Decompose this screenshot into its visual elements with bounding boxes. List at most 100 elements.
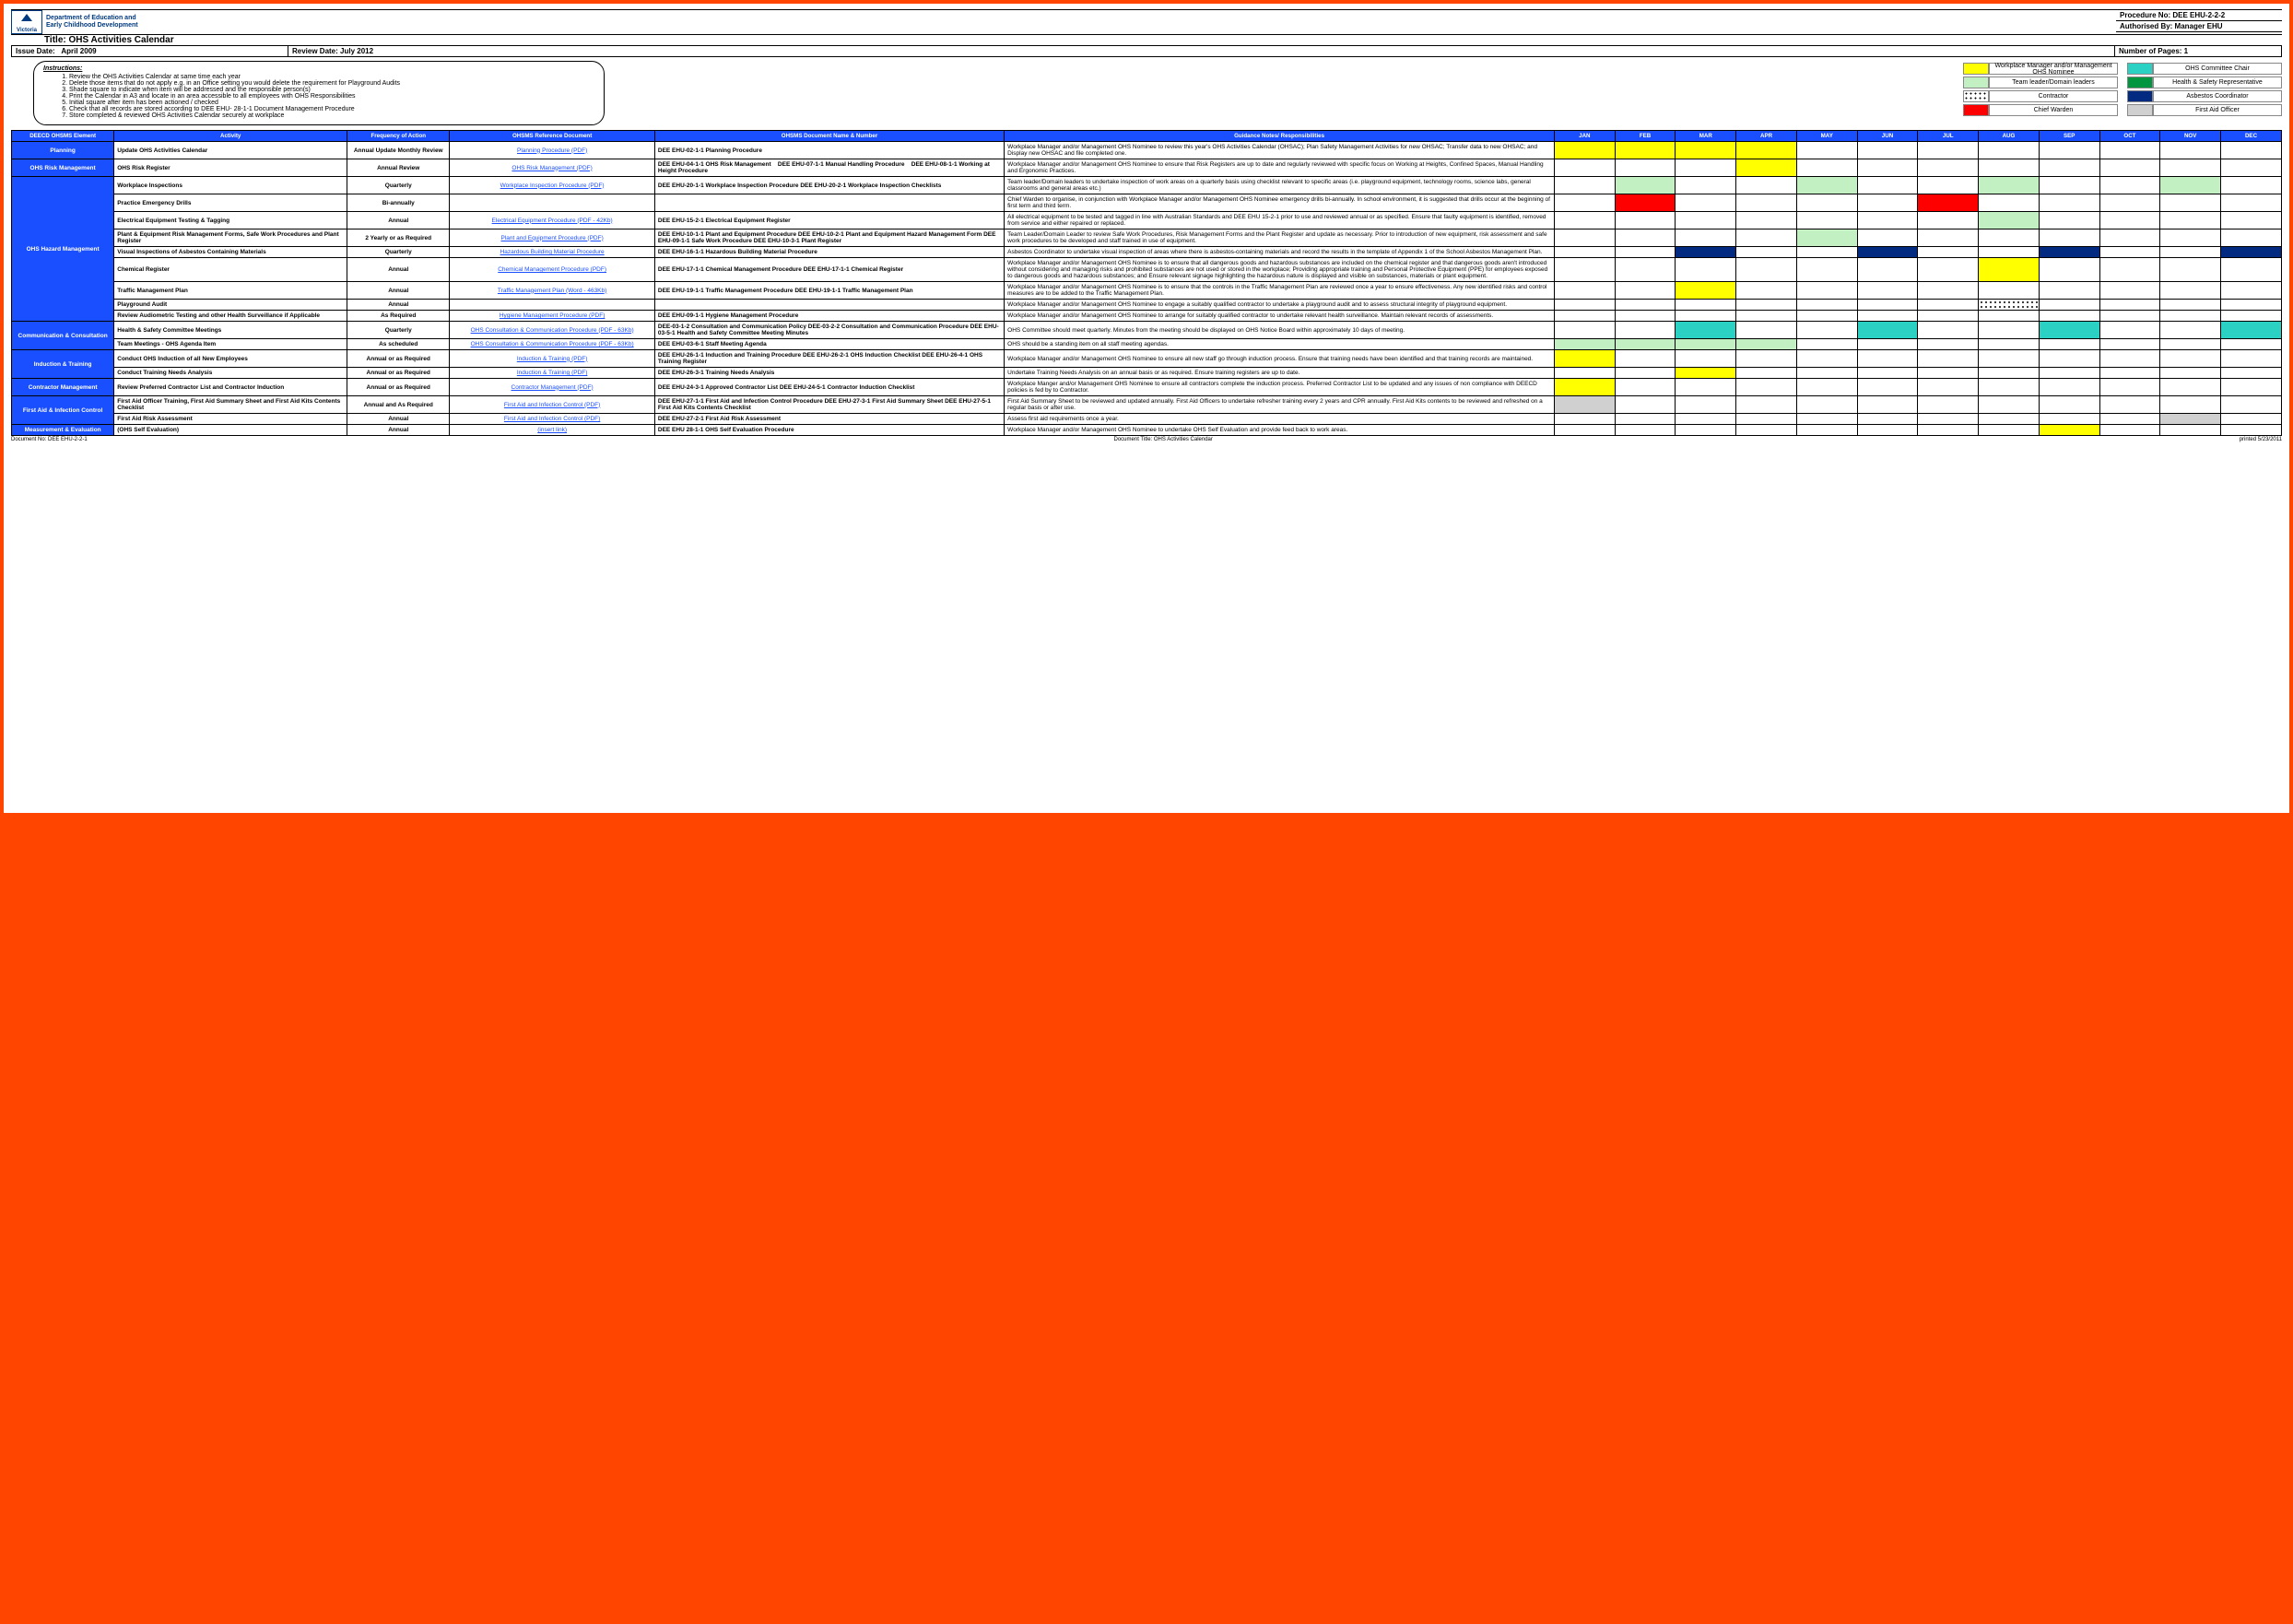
instruction-item: Store completed & reviewed OHS Activitie… bbox=[69, 112, 594, 119]
meta-row: Issue Date: April 2009 Review Date: July… bbox=[11, 45, 2282, 57]
month-cell bbox=[2099, 311, 2160, 322]
reference-link[interactable]: Plant and Equipment Procedure (PDF) bbox=[500, 235, 603, 241]
month-cell bbox=[1979, 339, 2040, 350]
reference-link[interactable]: Electrical Equipment Procedure (PDF - 42… bbox=[492, 218, 613, 224]
month-cell bbox=[2160, 177, 2221, 194]
category-cell: Communication & Consultation bbox=[12, 322, 114, 350]
month-cell bbox=[2221, 396, 2282, 414]
month-cell bbox=[1918, 177, 1979, 194]
month-cell bbox=[1736, 350, 1797, 368]
month-cell bbox=[1918, 247, 1979, 258]
month-cell bbox=[1736, 159, 1797, 177]
month-cell bbox=[2099, 322, 2160, 339]
month-cell bbox=[1979, 142, 2040, 159]
month-cell bbox=[1554, 414, 1615, 425]
reference-link[interactable]: OHS Consultation & Communication Procedu… bbox=[471, 341, 634, 347]
table-row: Conduct Training Needs AnalysisAnnual or… bbox=[12, 368, 2282, 379]
reference-cell: Plant and Equipment Procedure (PDF) bbox=[450, 229, 655, 247]
month-cell bbox=[2221, 142, 2282, 159]
activity-cell: Conduct OHS Induction of all New Employe… bbox=[114, 350, 347, 368]
reference-link[interactable]: OHS Consultation & Communication Procedu… bbox=[471, 327, 634, 334]
month-cell bbox=[1554, 142, 1615, 159]
activity-cell: OHS Risk Register bbox=[114, 159, 347, 177]
footer-center: Document Title: OHS Activities Calendar bbox=[1114, 437, 1213, 442]
legend-label: Workplace Manager and/or Management OHS … bbox=[1989, 63, 2118, 75]
month-cell bbox=[1615, 258, 1676, 282]
reference-link[interactable]: (insert link) bbox=[537, 427, 567, 433]
month-cell bbox=[1857, 425, 1918, 436]
frequency-cell: Annual bbox=[347, 300, 450, 311]
month-cell bbox=[1979, 177, 2040, 194]
month-header: AUG bbox=[1979, 131, 2040, 142]
month-cell bbox=[2039, 258, 2099, 282]
document-cell: DEE EHU 28-1-1 OHS Self Evaluation Proce… bbox=[654, 425, 1004, 436]
reference-cell: OHS Risk Management (PDF) bbox=[450, 159, 655, 177]
activity-cell: Team Meetings - OHS Agenda Item bbox=[114, 339, 347, 350]
month-cell bbox=[1857, 339, 1918, 350]
reference-link[interactable]: Contractor Management (PDF) bbox=[512, 384, 594, 391]
reference-link[interactable]: Workplace Inspection Procedure (PDF) bbox=[500, 182, 605, 189]
month-cell bbox=[1615, 414, 1676, 425]
month-header: APR bbox=[1736, 131, 1797, 142]
month-cell bbox=[1676, 368, 1736, 379]
month-cell bbox=[1979, 322, 2040, 339]
table-row: Team Meetings - OHS Agenda ItemAs schedu… bbox=[12, 339, 2282, 350]
month-cell bbox=[2039, 414, 2099, 425]
month-cell bbox=[2221, 322, 2282, 339]
reference-link[interactable]: Induction & Training (PDF) bbox=[517, 356, 588, 362]
month-cell bbox=[2160, 414, 2221, 425]
month-cell bbox=[1554, 247, 1615, 258]
legend-label: First Aid Officer bbox=[2153, 104, 2282, 116]
reference-link[interactable]: Hygiene Management Procedure (PDF) bbox=[500, 312, 606, 319]
month-cell bbox=[1918, 159, 1979, 177]
month-cell bbox=[1736, 311, 1797, 322]
month-cell bbox=[1676, 177, 1736, 194]
reference-link[interactable]: Planning Procedure (PDF) bbox=[517, 147, 587, 154]
reference-link[interactable]: Chemical Management Procedure (PDF) bbox=[498, 266, 606, 273]
reference-link[interactable]: Hazardous Building Material Procedure bbox=[500, 249, 605, 255]
reference-link[interactable]: First Aid and Infection Control (PDF) bbox=[504, 402, 600, 408]
month-header: OCT bbox=[2099, 131, 2160, 142]
table-row: Measurement & Evaluation(OHS Self Evalua… bbox=[12, 425, 2282, 436]
month-cell bbox=[1857, 379, 1918, 396]
month-cell bbox=[1796, 368, 1857, 379]
month-cell bbox=[2099, 194, 2160, 212]
guidance-cell: Workplace Manager and/or Management OHS … bbox=[1005, 425, 1555, 436]
reference-link[interactable]: Induction & Training (PDF) bbox=[517, 370, 588, 376]
reference-link[interactable]: OHS Risk Management (PDF) bbox=[512, 165, 592, 171]
month-cell bbox=[2039, 247, 2099, 258]
month-cell bbox=[1857, 414, 1918, 425]
month-cell bbox=[1736, 177, 1797, 194]
month-cell bbox=[1918, 425, 1979, 436]
reference-link[interactable]: First Aid and Infection Control (PDF) bbox=[504, 416, 600, 422]
legend-label: OHS Committee Chair bbox=[2153, 63, 2282, 75]
month-cell bbox=[1736, 229, 1797, 247]
month-cell bbox=[1796, 194, 1857, 212]
guidance-cell: All electrical equipment to be tested an… bbox=[1005, 212, 1555, 229]
legend: Workplace Manager and/or Management OHS … bbox=[1963, 63, 2282, 116]
month-cell bbox=[1554, 396, 1615, 414]
month-cell bbox=[1676, 159, 1736, 177]
month-cell bbox=[2160, 300, 2221, 311]
activity-cell: Visual Inspections of Asbestos Containin… bbox=[114, 247, 347, 258]
month-cell bbox=[2160, 142, 2221, 159]
month-cell bbox=[2039, 311, 2099, 322]
month-cell bbox=[2099, 379, 2160, 396]
reference-link[interactable]: Traffic Management Plan (Word - 463Kb) bbox=[498, 288, 606, 294]
month-cell bbox=[1796, 396, 1857, 414]
guidance-cell: Workplace Manager and/or Management OHS … bbox=[1005, 142, 1555, 159]
frequency-cell: As Required bbox=[347, 311, 450, 322]
month-cell bbox=[2039, 379, 2099, 396]
instruction-item: Review the OHS Activities Calendar at sa… bbox=[69, 74, 594, 80]
frequency-cell: Annual or as Required bbox=[347, 379, 450, 396]
month-cell bbox=[1615, 194, 1676, 212]
month-cell bbox=[1918, 258, 1979, 282]
reference-cell: Workplace Inspection Procedure (PDF) bbox=[450, 177, 655, 194]
frequency-cell: Annual or as Required bbox=[347, 350, 450, 368]
month-cell bbox=[2039, 177, 2099, 194]
guidance-cell: Assess first aid requirements once a yea… bbox=[1005, 414, 1555, 425]
footer: Document No: DEE EHU-2-2-1 Document Titl… bbox=[11, 437, 2282, 442]
activity-cell: Playground Audit bbox=[114, 300, 347, 311]
reference-cell: Traffic Management Plan (Word - 463Kb) bbox=[450, 282, 655, 300]
month-header: FEB bbox=[1615, 131, 1676, 142]
